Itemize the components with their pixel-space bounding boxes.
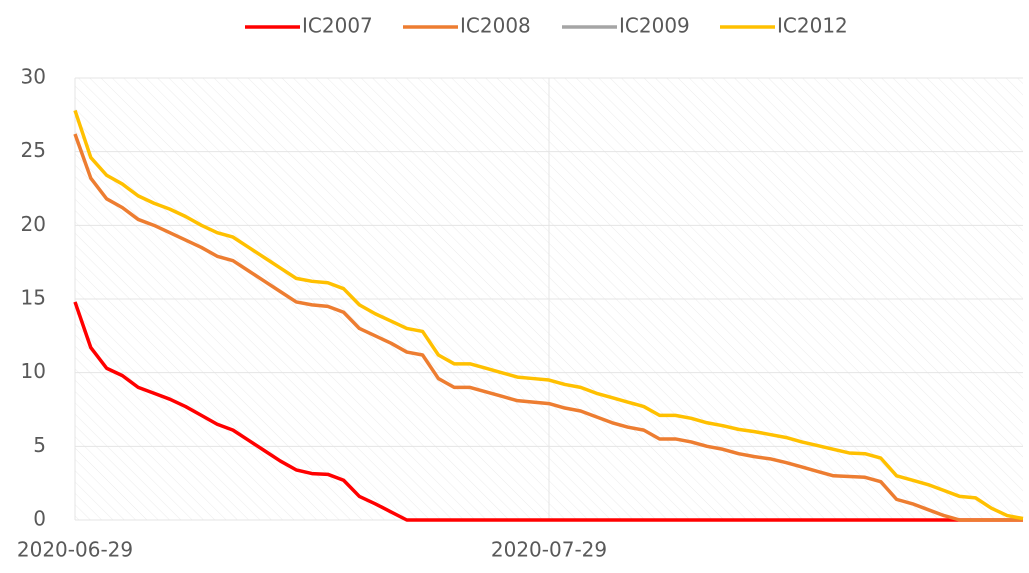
series-line <box>73 133 1023 522</box>
y-tick-label: 25 <box>21 138 46 162</box>
x-tick-label: 2020-07-29 <box>491 538 607 562</box>
y-tick-label: 15 <box>21 286 46 310</box>
y-tick-label: 0 <box>33 507 46 531</box>
x-tick-label: 2020-06-29 <box>17 538 133 562</box>
y-tick-label: 30 <box>21 65 46 89</box>
legend-label: IC2012 <box>777 14 848 38</box>
legend-label: IC2009 <box>619 14 690 38</box>
series-line <box>73 109 1024 521</box>
y-tick-label: 5 <box>33 433 46 457</box>
legend-label: IC2007 <box>302 14 373 38</box>
y-tick-label: 10 <box>21 359 46 383</box>
legend-label: IC2008 <box>460 14 531 38</box>
series-line <box>73 301 1023 522</box>
y-tick-label: 20 <box>21 212 46 236</box>
